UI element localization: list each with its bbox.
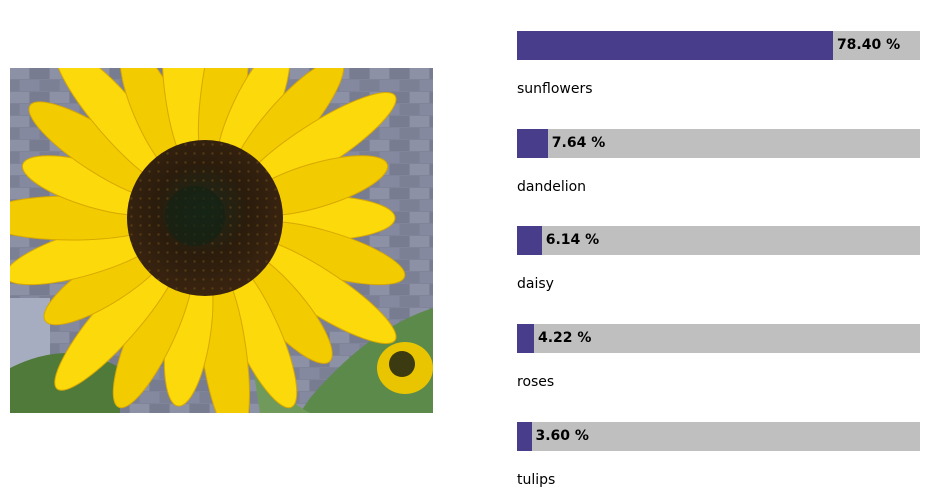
bar-track	[517, 31, 920, 60]
bar-row-sunflowers: 78.40 % sunflowers	[517, 31, 920, 111]
bar-row-daisy: 6.14 % daisy	[517, 226, 920, 306]
category-label: daisy	[517, 276, 554, 293]
bar-daisy	[517, 226, 542, 256]
bar-row-tulips: 3.60 % tulips	[517, 421, 920, 502]
category-label: dandelion	[517, 178, 587, 195]
bar-track	[517, 324, 920, 354]
bar-value-label: 3.60 %	[535, 427, 589, 444]
bar-track	[517, 128, 920, 158]
prediction-bar-chart: 78.40 % sunflowers 7.64 % dandelion 6.14 % da…	[517, 0, 920, 497]
bar-value-label: 6.14 %	[545, 232, 600, 249]
bar-tulips	[517, 421, 532, 451]
bar-roses	[517, 324, 534, 354]
bar-dandelion	[517, 128, 548, 158]
bar-sunflowers	[517, 31, 833, 60]
category-label: sunflowers	[517, 81, 593, 97]
category-label: roses	[517, 374, 555, 391]
bar-value-label: 78.40 %	[836, 37, 901, 53]
bar-value-label: 7.64 %	[551, 134, 606, 151]
bar-row-dandelion: 7.64 % dandelion	[517, 128, 920, 209]
sunflower-photo	[10, 68, 433, 413]
bar-row-roses: 4.22 % roses	[517, 324, 920, 404]
bar-track	[517, 226, 920, 256]
bar-value-label: 4.22 %	[538, 330, 592, 347]
bar-track	[517, 421, 920, 451]
category-label: tulips	[517, 471, 556, 488]
